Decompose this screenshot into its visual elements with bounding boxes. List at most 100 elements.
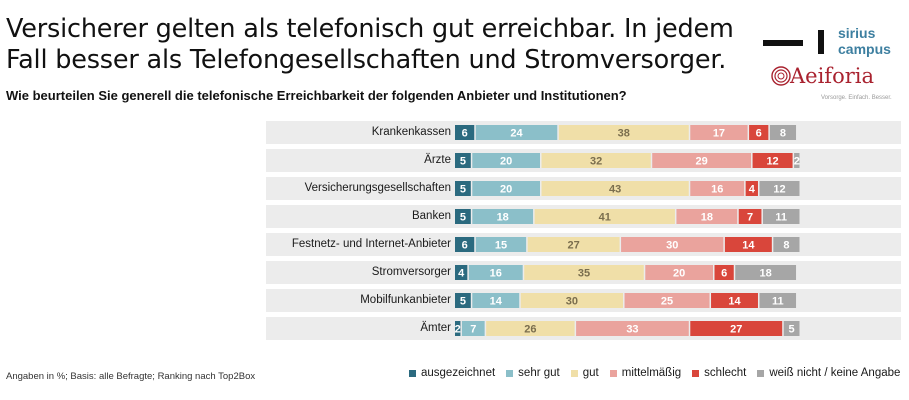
bar-value-label: 16: [711, 184, 723, 196]
bar-segment: [621, 237, 724, 252]
bar-value-label: 20: [500, 184, 512, 196]
bar-segment: [690, 125, 748, 140]
legend-item: mittelmäßig: [609, 367, 682, 379]
bar-segment: [468, 265, 523, 280]
bar-segment: [524, 265, 644, 280]
bar-segment: [455, 237, 475, 252]
legend-item: sehr gut: [506, 367, 560, 379]
logo-text-campus: campus: [838, 41, 891, 57]
bar-value-label: 6: [756, 128, 762, 140]
bar-value-label: 5: [789, 324, 795, 336]
category-label: Festnetz- und Internet-Anbieter: [291, 238, 451, 250]
bar-segment: [724, 237, 772, 252]
bar-segment: [773, 237, 800, 252]
bar-value-label: 35: [578, 268, 590, 280]
bar-segment: [749, 125, 769, 140]
bar-value-label: 20: [673, 268, 685, 280]
bar-value-label: 5: [460, 184, 466, 196]
bar-segment: [645, 265, 713, 280]
bar-segment: [472, 209, 534, 224]
legend-swatch: [506, 369, 514, 377]
bar-segment: [558, 125, 689, 140]
bar-segment: [652, 153, 752, 168]
bar-value-label: 6: [462, 240, 468, 252]
bar-value-label: 4: [749, 184, 756, 196]
logo-text-aeiforia: Aeiforia: [790, 64, 874, 88]
bar-value-label: 27: [730, 324, 742, 336]
legend-swatch: [757, 369, 765, 377]
category-label: Ärzte: [424, 154, 451, 166]
category-label: Stromversorger: [371, 266, 451, 278]
bar-value-label: 6: [462, 128, 468, 140]
legend-swatch: [570, 369, 578, 377]
bar-segment: [455, 321, 461, 336]
bar-value-label: 30: [566, 296, 578, 308]
bar-value-label: 32: [590, 156, 602, 168]
bar-segment: [541, 153, 651, 168]
bar-value-label: 20: [500, 156, 512, 168]
bar-segment: [624, 293, 710, 308]
bar-segment: [711, 293, 758, 308]
bar-segment: [475, 237, 527, 252]
bar-value-label: 4: [458, 268, 465, 280]
chart-legend: ausgezeichnet sehr gut gut mittelmäßig schle…: [409, 367, 900, 379]
bar-value-label: 29: [696, 156, 708, 168]
bar-value-label: 43: [609, 184, 621, 196]
bar-segment: [690, 181, 745, 196]
logo-dash-mark: [763, 40, 803, 46]
bar-value-label: 16: [490, 268, 502, 280]
logo-text-sirius: sirius: [838, 25, 876, 41]
bar-value-label: 5: [460, 296, 466, 308]
bar-segment: [455, 209, 471, 224]
chart-title: Versicherer gelten als telefonisch gut e…: [6, 14, 734, 75]
legend-label: gut: [582, 367, 599, 379]
bar-segment: [714, 265, 734, 280]
bar-segment: [455, 293, 471, 308]
bar-value-label: 7: [470, 324, 476, 336]
bar-segment: [472, 181, 540, 196]
bar-segment: [534, 209, 675, 224]
sirius-campus-logo: sirius campus: [763, 24, 903, 64]
bar-segment: [527, 237, 620, 252]
bar-value-label: 8: [780, 128, 786, 140]
bar-value-label: 18: [497, 212, 509, 224]
bar-value-label: 12: [766, 156, 778, 168]
bar-segment: [738, 209, 762, 224]
legend-swatch: [609, 369, 617, 377]
bar-segment: [783, 321, 800, 336]
bar-value-label: 7: [747, 212, 753, 224]
logo-tagline: Vorsorge. Einfach. Besser.: [821, 95, 892, 101]
bar-value-label: 2: [455, 324, 461, 336]
bar-segment: [455, 265, 468, 280]
footnote: Angaben in %; Basis: alle Befragte; Rank…: [6, 371, 256, 382]
bar-value-label: 11: [775, 212, 787, 224]
bar-segment: [520, 293, 624, 308]
bar-value-label: 30: [666, 240, 678, 252]
legend-swatch: [409, 369, 416, 377]
bar-value-label: 27: [567, 240, 579, 252]
legend-label: mittelmäßig: [621, 367, 682, 379]
bar-segment: [759, 293, 797, 308]
bar-value-label: 8: [783, 240, 789, 252]
bar-segment: [794, 153, 800, 168]
bar-value-label: 15: [495, 240, 507, 252]
bar-segment: [461, 321, 485, 336]
bar-segment: [759, 181, 800, 196]
bar-value-label: 11: [772, 296, 784, 308]
bar-value-label: 14: [490, 296, 503, 308]
bar-segment: [472, 153, 540, 168]
category-label: Ämter: [420, 322, 451, 334]
bar-value-label: 25: [661, 296, 673, 308]
bar-value-label: 12: [773, 184, 785, 196]
category-label: Versicherungsgesellschaften: [304, 182, 451, 194]
bar-value-label: 38: [618, 128, 630, 140]
category-label: Mobilfunkanbieter: [360, 294, 451, 306]
category-label: Krankenkassen: [371, 126, 451, 138]
logo-bar-mark: [818, 30, 824, 54]
bar-value-label: 24: [510, 128, 523, 140]
category-label: Banken: [411, 210, 451, 222]
aeiforia-swirl-icon: [771, 66, 791, 86]
bar-segment: [455, 153, 471, 168]
legend-label: schlecht: [704, 367, 747, 379]
